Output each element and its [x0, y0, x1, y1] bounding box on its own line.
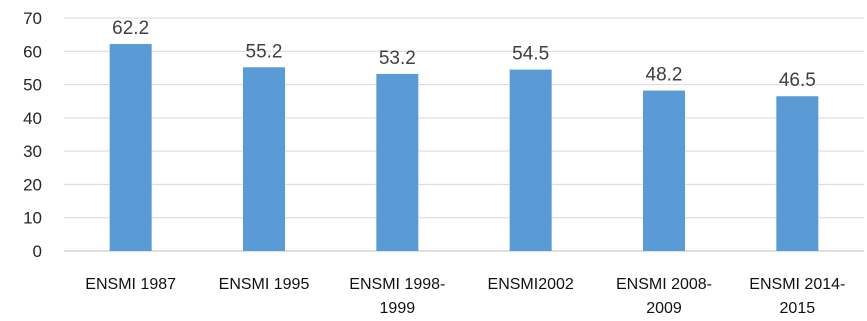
data-label: 54.5: [512, 44, 549, 65]
x-axis-categories: ENSMI 1987 ENSMI 1995 ENSMI 1998- 1999 ENSMI…: [85, 276, 845, 317]
y-tick-label: 70: [23, 9, 42, 28]
y-tick-label: 20: [23, 175, 42, 194]
bar: [243, 67, 285, 252]
bar: [643, 90, 685, 251]
y-tick-label: 30: [23, 142, 42, 161]
category-label: 1999: [380, 300, 416, 317]
bar: [509, 69, 552, 251]
category-label: ENSMI 1998-: [349, 276, 445, 293]
category-label: ENSMI 1995: [219, 276, 310, 293]
category-label: 2015: [780, 300, 816, 317]
bar: [376, 73, 419, 251]
gridlines: [64, 17, 864, 252]
y-tick-label: 0: [33, 242, 42, 261]
data-labels: 62.2 55.2 53.2 54.5 48.2 46.5: [112, 18, 816, 91]
y-tick-label: 60: [23, 42, 42, 61]
y-tick-label: 40: [23, 109, 42, 128]
data-label: 55.2: [246, 41, 283, 62]
data-label: 46.5: [779, 70, 816, 91]
y-tick-label: 10: [23, 209, 42, 228]
category-label: ENSMI 2008-: [616, 276, 712, 293]
y-axis-ticks: 0 10 20 30 40 50 60 70: [23, 9, 42, 261]
y-tick-label: 50: [23, 76, 42, 95]
category-label: ENSMI2002: [488, 276, 574, 293]
bar: [109, 43, 152, 251]
bars: [109, 43, 819, 252]
category-label: ENSMI 2014-: [749, 276, 845, 293]
bar: [776, 96, 819, 251]
category-label: 2009: [646, 300, 682, 317]
data-label: 53.2: [379, 48, 416, 69]
data-label: 48.2: [646, 65, 683, 86]
category-label: ENSMI 1987: [85, 276, 176, 293]
data-label: 62.2: [112, 18, 149, 39]
